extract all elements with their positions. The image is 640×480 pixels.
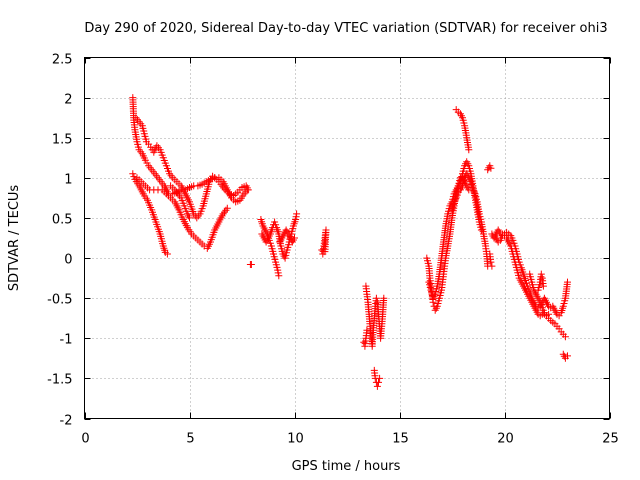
- data-point: [223, 204, 231, 212]
- y-axis-label: SDTVAR / TECUs: [7, 185, 22, 292]
- data-point: [293, 210, 301, 218]
- data-point: [321, 248, 329, 256]
- y-tick-label: 0.5: [52, 213, 73, 228]
- data-point: [375, 378, 382, 386]
- data-point: [291, 234, 298, 242]
- x-tick-labels: 0 5 10 15 20 25: [81, 432, 618, 447]
- data-point: [372, 294, 380, 302]
- data-point: [564, 278, 571, 286]
- data-point: [488, 262, 496, 270]
- data-point: [487, 258, 495, 266]
- data-point: [487, 164, 495, 172]
- data-point: [186, 214, 193, 222]
- data-point: [247, 261, 255, 268]
- data-point: [545, 310, 553, 318]
- data-point: [465, 146, 473, 154]
- data-point: [537, 270, 545, 278]
- y-tick-label: -1: [60, 333, 73, 348]
- x-tick-label: 10: [287, 432, 304, 447]
- x-tick-label: 0: [81, 432, 89, 447]
- x-axis-label: GPS time / hours: [292, 459, 401, 474]
- data-point: [217, 180, 225, 188]
- x-tick-label: 25: [602, 432, 619, 447]
- x-tick-label: 5: [186, 432, 194, 447]
- y-tick-label: -2: [60, 414, 73, 429]
- data-point: [363, 326, 371, 334]
- data-point: [380, 294, 388, 302]
- x-tick-label: 20: [497, 432, 514, 447]
- data-point: [163, 250, 171, 258]
- chart-title: Day 290 of 2020, Sidereal Day-to-day VTE…: [84, 21, 607, 36]
- data-point: [360, 338, 368, 346]
- y-tick-label: 0: [64, 253, 72, 268]
- y-tick-label: 1: [64, 173, 72, 188]
- data-point: [373, 382, 381, 390]
- grid-lines: [84, 57, 610, 419]
- y-tick-label: 2: [64, 93, 72, 108]
- y-tick-labels: -2 -1.5 -1 -0.5 0 0.5 1 1.5 2 2.5: [47, 53, 72, 429]
- data-points: [129, 94, 571, 390]
- x-tick-label: 15: [392, 432, 409, 447]
- data-point: [219, 210, 227, 218]
- data-point: [275, 272, 283, 280]
- y-tick-label: 2.5: [52, 53, 73, 68]
- y-tick-label: -1.5: [47, 373, 72, 388]
- axis-ticks: [84, 57, 611, 420]
- data-point: [376, 374, 384, 382]
- data-point: [244, 186, 252, 194]
- y-tick-label: 1.5: [52, 133, 73, 148]
- data-point: [318, 246, 326, 254]
- data-point: [564, 352, 571, 360]
- data-point: [561, 333, 569, 341]
- plot-frame: [84, 57, 610, 419]
- data-point: [539, 282, 547, 290]
- y-tick-label: -0.5: [47, 293, 72, 308]
